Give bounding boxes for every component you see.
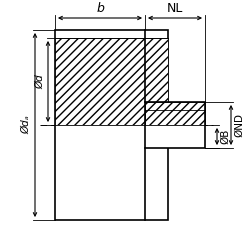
Text: ØB: ØB [220, 129, 230, 144]
Bar [145, 102, 205, 148]
Text: b: b [96, 2, 104, 15]
Text: NL: NL [167, 2, 183, 15]
Text: Ød: Ød [35, 74, 45, 89]
Text: ØND: ØND [234, 113, 244, 137]
Bar [55, 38, 168, 125]
Bar [145, 102, 205, 125]
Text: Ødₐ: Ødₐ [21, 116, 31, 134]
Bar [55, 38, 168, 125]
Bar [145, 102, 205, 125]
Bar [55, 30, 168, 220]
